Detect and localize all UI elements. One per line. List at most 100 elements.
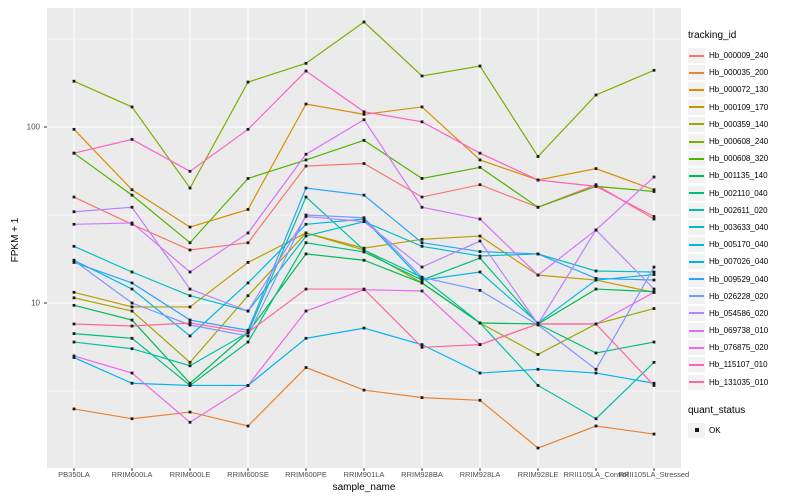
data-point <box>72 151 76 155</box>
data-point <box>304 158 308 162</box>
data-point <box>304 215 308 218</box>
data-point <box>304 61 308 65</box>
legend-key <box>688 374 705 390</box>
data-point <box>478 254 482 258</box>
data-point <box>246 294 250 298</box>
data-point <box>246 177 250 180</box>
x-tick-label-RRIM600PE: RRIM600PE <box>285 470 327 479</box>
data-point <box>304 366 308 369</box>
data-point <box>478 398 482 402</box>
legend-key <box>688 288 705 304</box>
data-point <box>536 273 540 277</box>
data-point <box>652 215 656 218</box>
legend-key <box>688 305 705 321</box>
legend-item-Hb_002110_040: Hb_002110_040 <box>688 185 800 202</box>
tracking-id-legend-items: Hb_000009_240 Hb_000035_200 Hb_000072_130 H… <box>688 47 800 391</box>
legend-item-label: Hb_000072_130 <box>709 85 769 95</box>
data-point <box>188 321 192 325</box>
data-point <box>246 261 250 264</box>
quant-status-legend-title: quant_status <box>688 404 746 416</box>
data-point <box>246 424 250 428</box>
legend-item-label: Hb_000608_240 <box>709 137 769 147</box>
data-point <box>536 205 540 209</box>
data-point <box>246 80 250 84</box>
data-point <box>188 318 192 322</box>
data-point <box>652 384 656 387</box>
data-point <box>536 178 540 182</box>
data-point <box>304 231 308 235</box>
data-point <box>652 175 656 179</box>
legend-key <box>688 151 705 167</box>
legend-item-label: Hb_002110_040 <box>709 188 768 198</box>
data-point <box>362 112 366 116</box>
data-point <box>246 334 250 338</box>
quant-status-legend-items: OK <box>688 422 800 439</box>
legend-item-label: OK <box>709 425 721 435</box>
data-point <box>362 287 366 291</box>
data-point <box>594 93 598 97</box>
legend-item-Hb_131035_010: Hb_131035_010 <box>688 374 800 391</box>
data-point <box>478 371 482 375</box>
line-swatch <box>689 363 704 366</box>
data-point <box>130 324 134 328</box>
data-point <box>130 381 134 385</box>
data-point <box>362 246 366 250</box>
legend-item-label: Hb_069738_010 <box>709 326 769 336</box>
data-point <box>188 169 192 173</box>
data-point <box>362 326 366 330</box>
data-point <box>130 301 134 305</box>
legend-item-Hb_000009_240: Hb_000009_240 <box>688 47 800 64</box>
data-point <box>594 351 598 355</box>
line-swatch <box>689 209 704 212</box>
data-point <box>420 289 424 293</box>
legend-item-Hb_115107_010: Hb_115107_010 <box>688 356 800 373</box>
data-point <box>478 64 482 68</box>
data-point <box>188 364 192 368</box>
data-point <box>420 275 424 279</box>
data-point <box>72 195 76 199</box>
line-swatch <box>689 54 704 57</box>
data-point <box>362 138 366 142</box>
data-point <box>130 270 134 274</box>
data-point <box>594 183 598 187</box>
data-point <box>188 241 192 245</box>
data-point <box>304 213 308 217</box>
data-point <box>188 420 192 424</box>
legend-item-Hb_026228_020: Hb_026228_020 <box>688 288 800 305</box>
data-point <box>304 186 308 190</box>
data-point <box>188 410 192 414</box>
data-point <box>478 256 482 260</box>
data-point <box>72 210 76 214</box>
tracking-id-legend-title: tracking_id <box>688 30 737 41</box>
legend-item-label: Hb_000009_240 <box>709 51 769 61</box>
x-axis-title: sample_name <box>332 482 396 493</box>
data-point <box>304 69 308 73</box>
data-point <box>130 105 134 109</box>
data-point <box>72 356 76 359</box>
legend-key <box>688 271 705 287</box>
data-point <box>304 222 308 226</box>
x-tick-label-RRIM928BA: RRIM928BA <box>401 470 443 479</box>
line-swatch <box>689 346 704 349</box>
data-point <box>130 193 134 197</box>
data-point <box>304 152 308 156</box>
legend-item-Hb_009529_040: Hb_009529_040 <box>688 270 800 287</box>
data-point <box>130 221 134 225</box>
data-point <box>536 322 540 326</box>
legend-item-label: Hb_009529_040 <box>709 274 769 284</box>
legend-item-label: Hb_007026_040 <box>709 257 769 267</box>
data-point <box>304 195 308 199</box>
data-point <box>594 167 598 171</box>
data-point <box>652 381 656 385</box>
data-point <box>72 244 76 248</box>
data-point <box>652 190 656 193</box>
x-tick-label-RRIM928LE: RRIM928LE <box>517 470 559 479</box>
data-point <box>304 252 308 256</box>
legend-key <box>688 357 705 373</box>
x-tick-label-PB350LA: PB350LA <box>58 470 90 479</box>
legend-item-Hb_000035_200: Hb_000035_200 <box>688 64 800 81</box>
legend-item-label: Hb_005170_040 <box>709 240 769 250</box>
data-point <box>246 127 250 131</box>
data-point <box>478 234 482 238</box>
x-tick-label-RRIM600SE: RRIM600SE <box>227 470 269 479</box>
